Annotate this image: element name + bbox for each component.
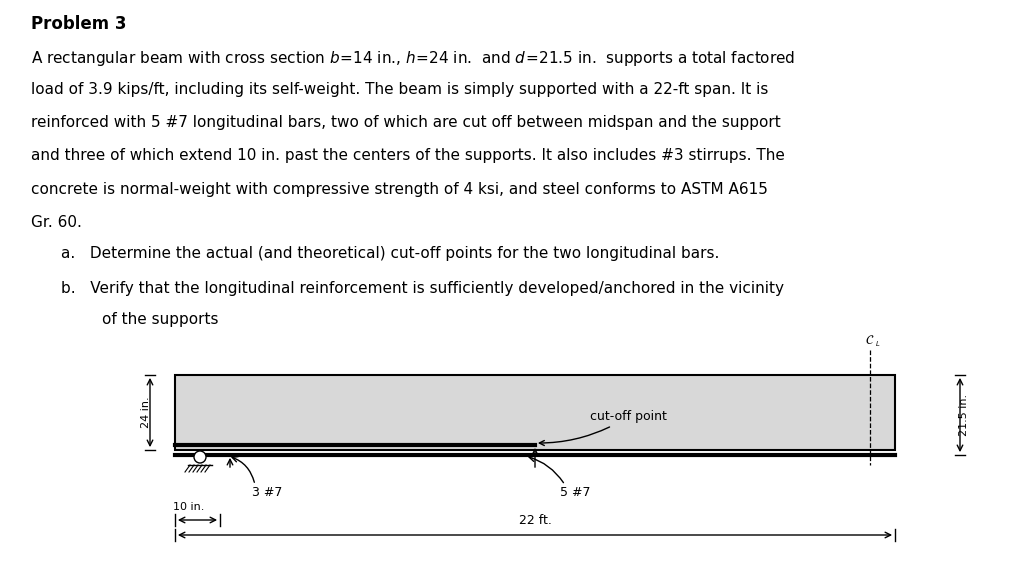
Text: reinforced with 5 #7 longitudinal bars, two of which are cut off between midspan: reinforced with 5 #7 longitudinal bars, … (31, 115, 780, 130)
Text: b.   Verify that the longitudinal reinforcement is sufficiently developed/anchor: b. Verify that the longitudinal reinforc… (61, 281, 784, 296)
Text: cut-off point: cut-off point (540, 410, 667, 446)
Text: A rectangular beam with cross section $b\!=\!14$ in., $h\!=\!24$ in.  and $d\!=\: A rectangular beam with cross section $b… (31, 49, 795, 68)
Text: load of 3.9 kips/ft, including its self-weight. The beam is simply supported wit: load of 3.9 kips/ft, including its self-… (31, 82, 768, 97)
Text: of the supports: of the supports (102, 312, 219, 327)
Text: and three of which extend 10 in. past the centers of the supports. It also inclu: and three of which extend 10 in. past th… (31, 148, 784, 163)
Text: 5 #7: 5 #7 (560, 486, 591, 499)
Text: 21.5 in.: 21.5 in. (959, 394, 969, 436)
Text: a.   Determine the actual (and theoretical) cut-off points for the two longitudi: a. Determine the actual (and theoretical… (61, 246, 720, 261)
Text: Problem 3: Problem 3 (31, 15, 126, 33)
Text: 10 in.: 10 in. (173, 502, 205, 512)
Circle shape (194, 451, 206, 463)
Text: 22 ft.: 22 ft. (518, 514, 552, 527)
Text: 3 #7: 3 #7 (252, 486, 283, 499)
Text: concrete is normal-weight with compressive strength of 4 ksi, and steel conforms: concrete is normal-weight with compressi… (31, 182, 768, 197)
Text: Gr. 60.: Gr. 60. (31, 215, 82, 230)
Text: $\mathcal{C}$: $\mathcal{C}$ (865, 334, 874, 347)
Bar (175, 375, 895, 450)
Text: 24 in.: 24 in. (141, 397, 151, 428)
Text: $_L$: $_L$ (874, 339, 881, 349)
